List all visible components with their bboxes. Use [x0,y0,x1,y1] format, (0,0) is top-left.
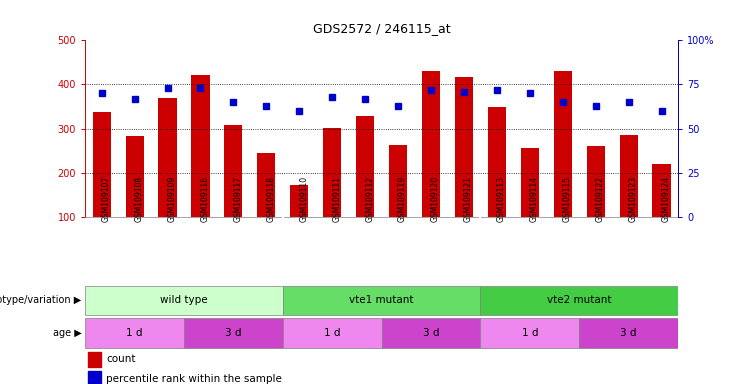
Bar [323,128,342,217]
Text: 3 d: 3 d [423,328,439,338]
Bar [480,286,678,315]
Bar [85,286,283,315]
Text: GSM109123: GSM109123 [628,176,637,222]
Text: GDS2572 / 246115_at: GDS2572 / 246115_at [313,22,451,35]
Bar [93,112,110,217]
Text: GSM109122: GSM109122 [596,176,605,222]
Text: vte1 mutant: vte1 mutant [349,295,414,306]
Bar [356,116,374,217]
Bar [480,318,579,348]
Bar [283,286,480,315]
Text: GSM109124: GSM109124 [662,176,671,222]
Bar [382,318,480,348]
Bar [290,185,308,217]
Bar [257,153,276,217]
Bar [455,78,473,217]
Bar [191,75,210,217]
Text: 1 d: 1 d [127,328,143,338]
Text: GSM109110: GSM109110 [299,176,308,222]
Text: GSM109119: GSM109119 [398,176,407,222]
Bar [554,71,572,217]
Bar [619,135,638,217]
Bar [653,164,671,217]
Text: GSM109116: GSM109116 [201,176,210,222]
Text: 1 d: 1 d [324,328,340,338]
Text: genotype/variation ▶: genotype/variation ▶ [0,295,82,306]
Bar [88,352,102,367]
Bar [184,318,283,348]
Bar [225,125,242,217]
Bar [283,318,382,348]
Text: GSM109117: GSM109117 [233,176,242,222]
Text: 3 d: 3 d [620,328,637,338]
Bar [579,318,678,348]
Text: GSM109114: GSM109114 [530,176,539,222]
Bar [488,108,506,217]
Text: percentile rank within the sample: percentile rank within the sample [106,374,282,384]
Text: 3 d: 3 d [225,328,242,338]
Text: GSM109108: GSM109108 [135,176,144,222]
Bar [422,71,440,217]
Bar [587,146,605,217]
Text: GSM109111: GSM109111 [332,176,341,222]
Text: wild type: wild type [160,295,207,306]
Text: GSM109115: GSM109115 [562,176,572,222]
Text: GSM109118: GSM109118 [266,176,276,222]
Bar [88,371,102,384]
Text: GSM109112: GSM109112 [365,176,374,222]
Text: GSM109107: GSM109107 [102,176,110,222]
Bar [521,148,539,217]
Text: GSM109113: GSM109113 [497,176,506,222]
Bar [125,136,144,217]
Text: count: count [106,354,136,364]
Bar [85,318,184,348]
Text: vte2 mutant: vte2 mutant [547,295,611,306]
Bar [159,98,176,217]
Bar [389,144,407,217]
Text: GSM109120: GSM109120 [431,176,440,222]
Text: GSM109109: GSM109109 [167,176,176,222]
Text: age ▶: age ▶ [53,328,82,338]
Text: 1 d: 1 d [522,328,538,338]
Text: GSM109121: GSM109121 [464,176,473,222]
